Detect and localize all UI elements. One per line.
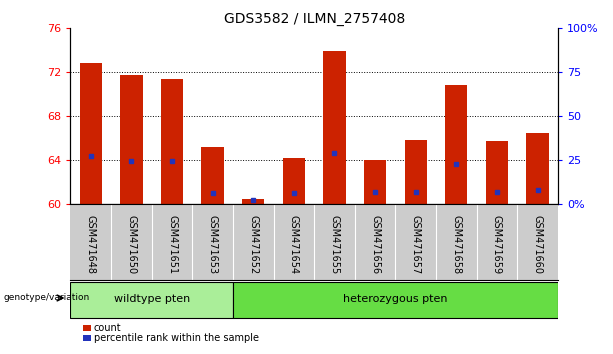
Bar <box>323 51 346 204</box>
Bar <box>527 133 549 204</box>
Bar <box>445 85 468 204</box>
Bar <box>485 141 508 204</box>
Text: GSM471650: GSM471650 <box>126 215 137 274</box>
FancyBboxPatch shape <box>70 282 233 318</box>
Bar <box>202 147 224 204</box>
Bar <box>283 158 305 204</box>
Text: GSM471658: GSM471658 <box>451 215 462 274</box>
Bar <box>80 63 102 204</box>
Text: GSM471654: GSM471654 <box>289 215 299 274</box>
Text: GSM471660: GSM471660 <box>533 215 543 274</box>
Text: GSM471653: GSM471653 <box>208 215 218 274</box>
Text: GSM471657: GSM471657 <box>411 215 421 274</box>
Text: GSM471656: GSM471656 <box>370 215 380 274</box>
Text: GSM471659: GSM471659 <box>492 215 502 274</box>
Title: GDS3582 / ILMN_2757408: GDS3582 / ILMN_2757408 <box>224 12 405 26</box>
Bar <box>161 79 183 204</box>
Bar <box>120 75 143 204</box>
Text: GSM471651: GSM471651 <box>167 215 177 274</box>
Bar <box>405 140 427 204</box>
Text: percentile rank within the sample: percentile rank within the sample <box>94 333 259 343</box>
FancyBboxPatch shape <box>233 282 558 318</box>
Text: heterozygous pten: heterozygous pten <box>343 294 447 304</box>
Text: GSM471652: GSM471652 <box>248 215 258 274</box>
Bar <box>242 199 264 204</box>
Bar <box>364 160 386 204</box>
Text: genotype/variation: genotype/variation <box>3 293 89 302</box>
Text: count: count <box>94 323 121 333</box>
Text: GSM471655: GSM471655 <box>329 215 340 274</box>
Text: wildtype pten: wildtype pten <box>113 294 190 304</box>
Text: GSM471648: GSM471648 <box>86 215 96 274</box>
